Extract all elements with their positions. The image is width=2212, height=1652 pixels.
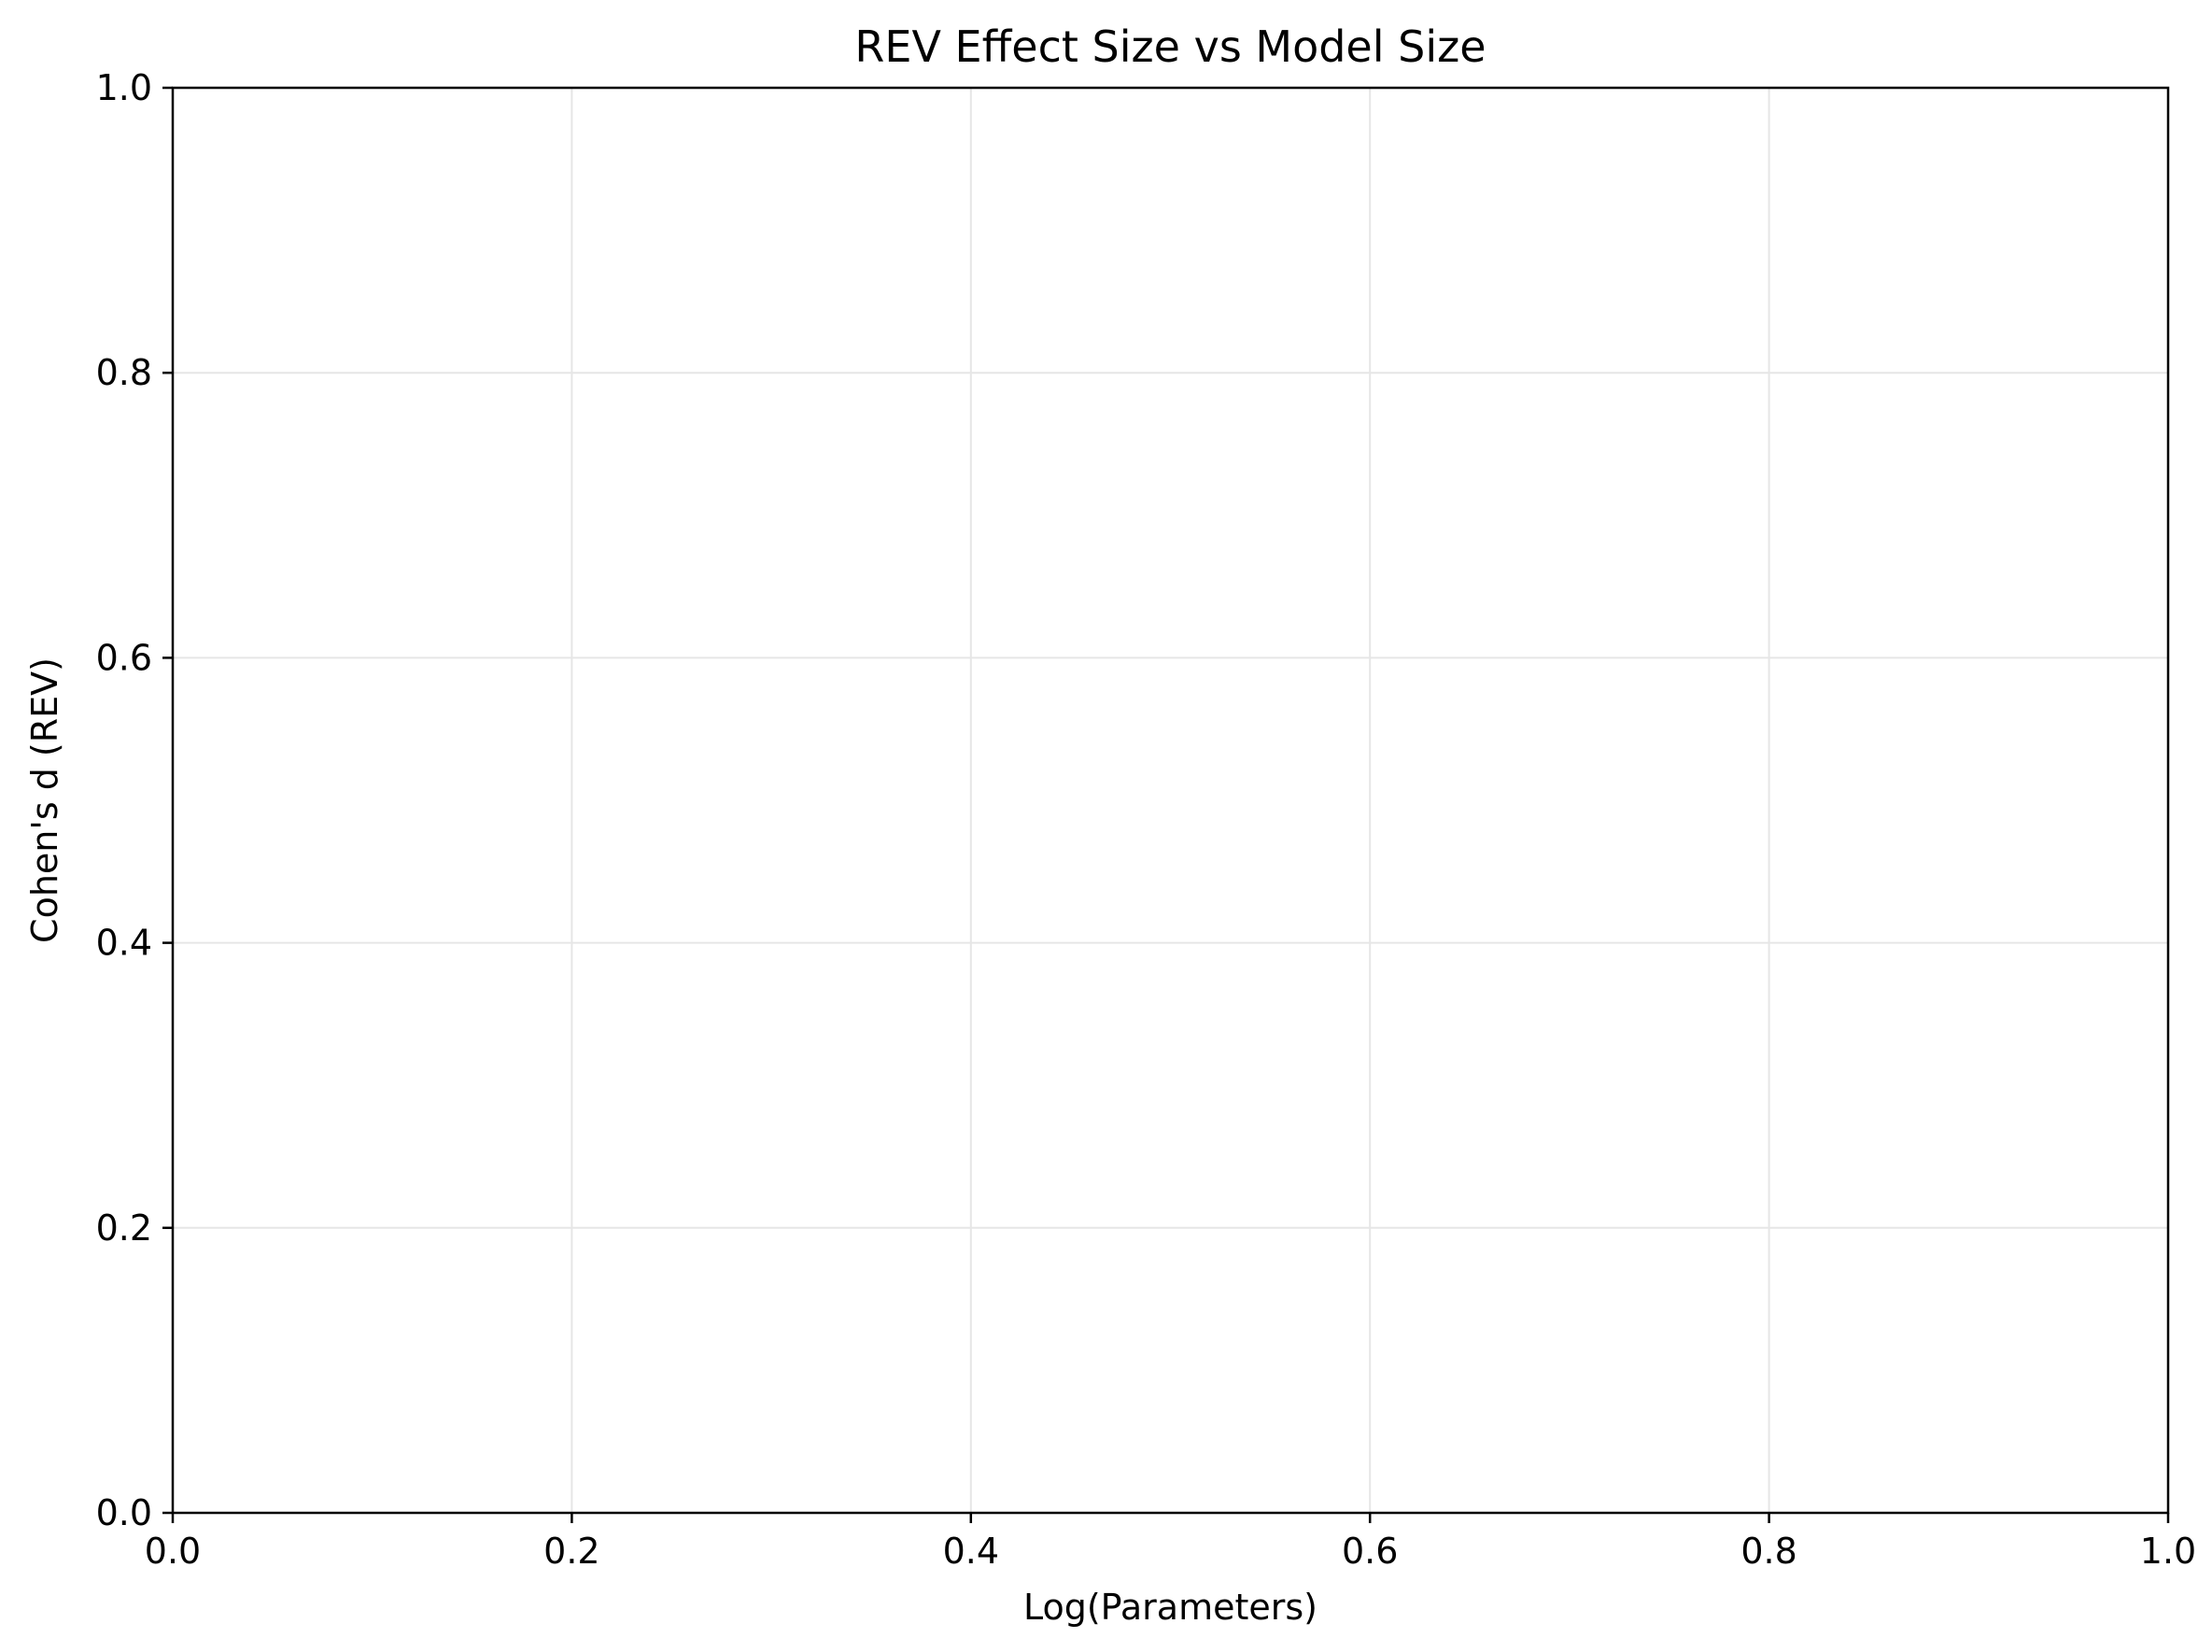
x-tick-label: 0.4 <box>943 1531 999 1572</box>
plot-area: 0.0 0.2 0.4 0.6 0.8 1.0 0.0 0.2 0.4 0.6 0.8 1.0 <box>96 67 2197 1572</box>
y-axis-label: Cohen's d (REV) <box>24 657 65 943</box>
y-tick-label: 0.6 <box>96 637 152 678</box>
x-tick-label: 0.0 <box>145 1531 201 1572</box>
y-tick-label: 0.8 <box>96 352 152 393</box>
y-tick-label: 0.4 <box>96 923 152 964</box>
y-tick-label: 0.2 <box>96 1207 152 1249</box>
plot-background <box>173 88 2168 1513</box>
x-axis-label: Log(Parameters) <box>1023 1587 1317 1628</box>
x-tick-label: 0.8 <box>1740 1531 1796 1572</box>
x-tick-label: 0.2 <box>543 1531 599 1572</box>
x-tick-label: 1.0 <box>2140 1531 2196 1572</box>
x-tick-label: 0.6 <box>1342 1531 1398 1572</box>
y-tick-label: 1.0 <box>96 67 152 108</box>
y-tick-label: 0.0 <box>96 1492 152 1533</box>
chart-title: REV Effect Size vs Model Size <box>854 21 1486 72</box>
